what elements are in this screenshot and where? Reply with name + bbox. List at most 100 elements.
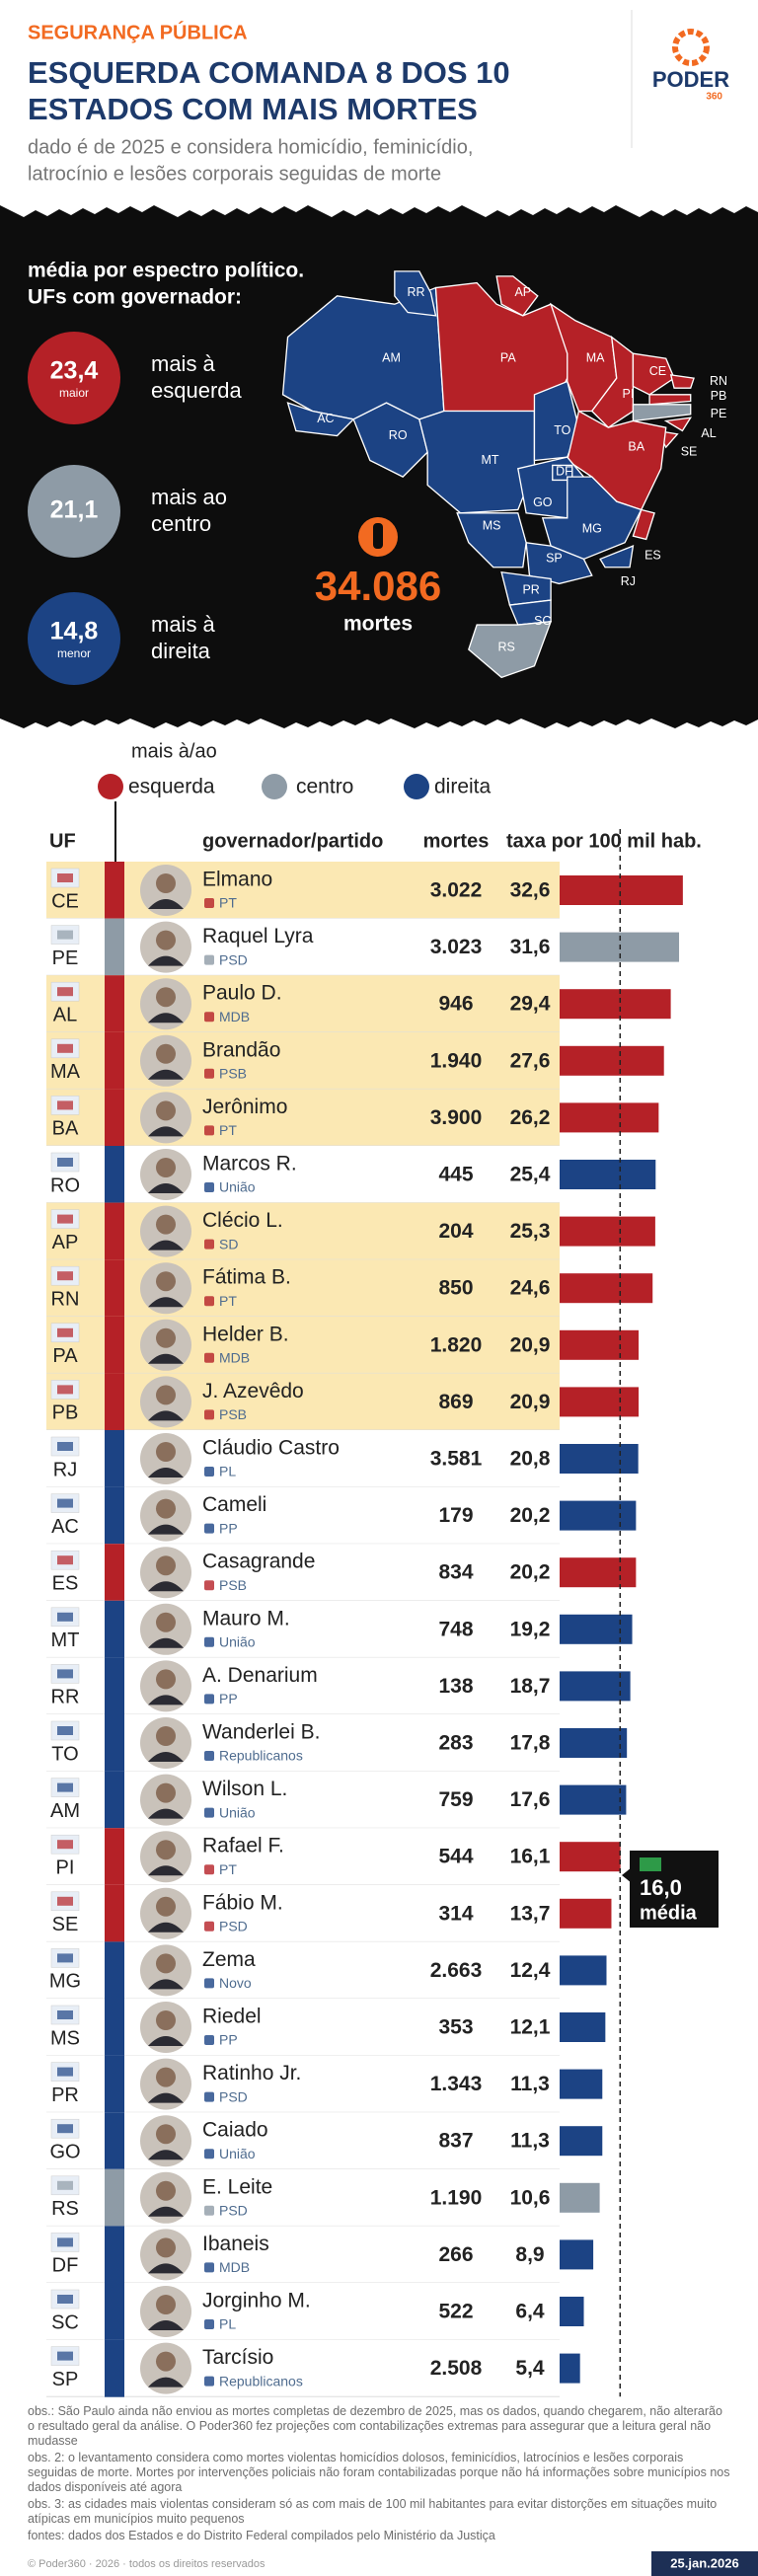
photo-body [148, 1808, 184, 1819]
rate: 20,9 [510, 1391, 551, 1413]
row-bg [46, 1828, 560, 1885]
governor: Zema [202, 1948, 256, 1971]
spectrum-value: 14,8 [50, 618, 99, 645]
row-bg [46, 1714, 560, 1772]
spectrum-strip [105, 2226, 124, 2284]
flag-mark [57, 1612, 73, 1622]
uf: SC [51, 2311, 79, 2333]
photo-body [148, 1524, 184, 1535]
deaths: 445 [438, 1164, 473, 1186]
row-bg [46, 1941, 560, 1999]
deaths: 834 [438, 1561, 473, 1584]
rate: 31,6 [510, 936, 551, 958]
photo-body [148, 2377, 184, 2387]
state-label: RJ [621, 574, 636, 588]
spectrum-label: direita [151, 639, 211, 663]
legend-swatch [98, 774, 123, 799]
legend-label: centro [296, 776, 353, 798]
photo-body [148, 1468, 184, 1477]
state-label: GO [533, 495, 553, 509]
uf: GO [49, 2141, 80, 2162]
state [663, 417, 693, 432]
bar [560, 2126, 603, 2157]
governor: Mauro M. [202, 1607, 290, 1629]
row-bg [46, 975, 560, 1032]
logo-icon [672, 29, 710, 66]
uf: MA [50, 1061, 81, 1083]
rate: 20,9 [510, 1333, 551, 1356]
governor: Paulo D. [202, 982, 282, 1005]
total-deaths: 34.086 [315, 563, 441, 609]
photo-body [148, 1126, 184, 1137]
party: Novo [219, 1975, 252, 1991]
rate: 12,4 [510, 1959, 551, 1982]
governor: Cláudio Castro [202, 1437, 340, 1460]
row-bg [46, 2168, 560, 2227]
flag-mark [57, 1669, 73, 1679]
state-label: SE [681, 444, 698, 458]
party: PT [219, 1861, 237, 1877]
spectrum-value: 21,1 [50, 496, 99, 524]
party-icon [204, 1523, 214, 1534]
party-icon [204, 1352, 214, 1363]
bar [560, 2239, 594, 2270]
flag-mark [57, 1100, 73, 1110]
bar [560, 1273, 653, 1304]
party: MDB [219, 2259, 250, 2275]
bar [560, 1614, 633, 1644]
spectrum-strip [105, 1657, 124, 1715]
flag-mark [57, 930, 73, 940]
bar [560, 1500, 637, 1531]
uf: RJ [53, 1459, 77, 1480]
bar [560, 1329, 640, 1360]
uf: RR [51, 1687, 80, 1708]
legend-label: direita [434, 776, 492, 798]
state [456, 512, 527, 568]
bar [560, 1955, 607, 1986]
state-label: SP [546, 552, 563, 566]
title-line: ESQUERDA COMANDA 8 DOS 10 [28, 55, 510, 90]
party: PT [219, 1122, 237, 1138]
rate: 16,1 [510, 1846, 551, 1868]
rate: 5,4 [515, 2357, 545, 2380]
bar [560, 1784, 627, 1815]
spectrum-strip [105, 1373, 124, 1431]
rate: 17,6 [510, 1788, 551, 1811]
summary-heading: UFs com governador: [28, 286, 242, 309]
photo-body [148, 1410, 184, 1421]
governor: Elmano [202, 869, 272, 891]
flag-mark [57, 1271, 73, 1281]
state [632, 508, 655, 541]
spectrum-strip [105, 1259, 124, 1318]
spectrum-circle [28, 592, 120, 685]
bar [560, 2069, 603, 2099]
average-value: 16,0 [640, 1875, 682, 1900]
spectrum-strip [105, 1430, 124, 1488]
uf: MS [50, 2027, 80, 2049]
state-label: MS [483, 518, 501, 532]
row-bg [46, 1600, 560, 1658]
state-label: SC [534, 614, 551, 628]
photo-body [148, 1353, 184, 1364]
party: PSD [219, 2088, 248, 2104]
bar [560, 2297, 584, 2326]
spectrum-strip [105, 1544, 124, 1602]
flag-mark [57, 1953, 73, 1963]
row-bg [46, 2226, 560, 2283]
governor: Wanderlei B. [202, 1721, 320, 1744]
bar [560, 1102, 659, 1133]
photo-body [148, 2206, 184, 2217]
column-header: mortes [423, 830, 490, 852]
party: MDB [219, 1009, 250, 1024]
state-label: RR [407, 285, 424, 299]
photo-head [156, 1158, 176, 1177]
photo-head [156, 1214, 176, 1235]
spectrum-strip [105, 1316, 124, 1374]
person-figure [373, 523, 383, 549]
photo-body [148, 955, 184, 966]
state-label: AM [382, 350, 401, 364]
rate: 19,2 [510, 1618, 551, 1640]
uf: PI [56, 1856, 75, 1878]
subtitle-line: latrocínio e lesões corporais seguidas d… [28, 163, 441, 185]
